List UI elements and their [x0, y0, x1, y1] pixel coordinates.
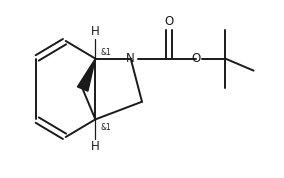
- Text: H: H: [91, 25, 100, 38]
- Text: &1: &1: [100, 123, 111, 132]
- Polygon shape: [78, 59, 95, 91]
- Text: N: N: [126, 52, 135, 65]
- Text: O: O: [164, 15, 174, 28]
- Text: H: H: [91, 140, 100, 153]
- Text: O: O: [191, 52, 200, 65]
- Text: &1: &1: [100, 48, 111, 57]
